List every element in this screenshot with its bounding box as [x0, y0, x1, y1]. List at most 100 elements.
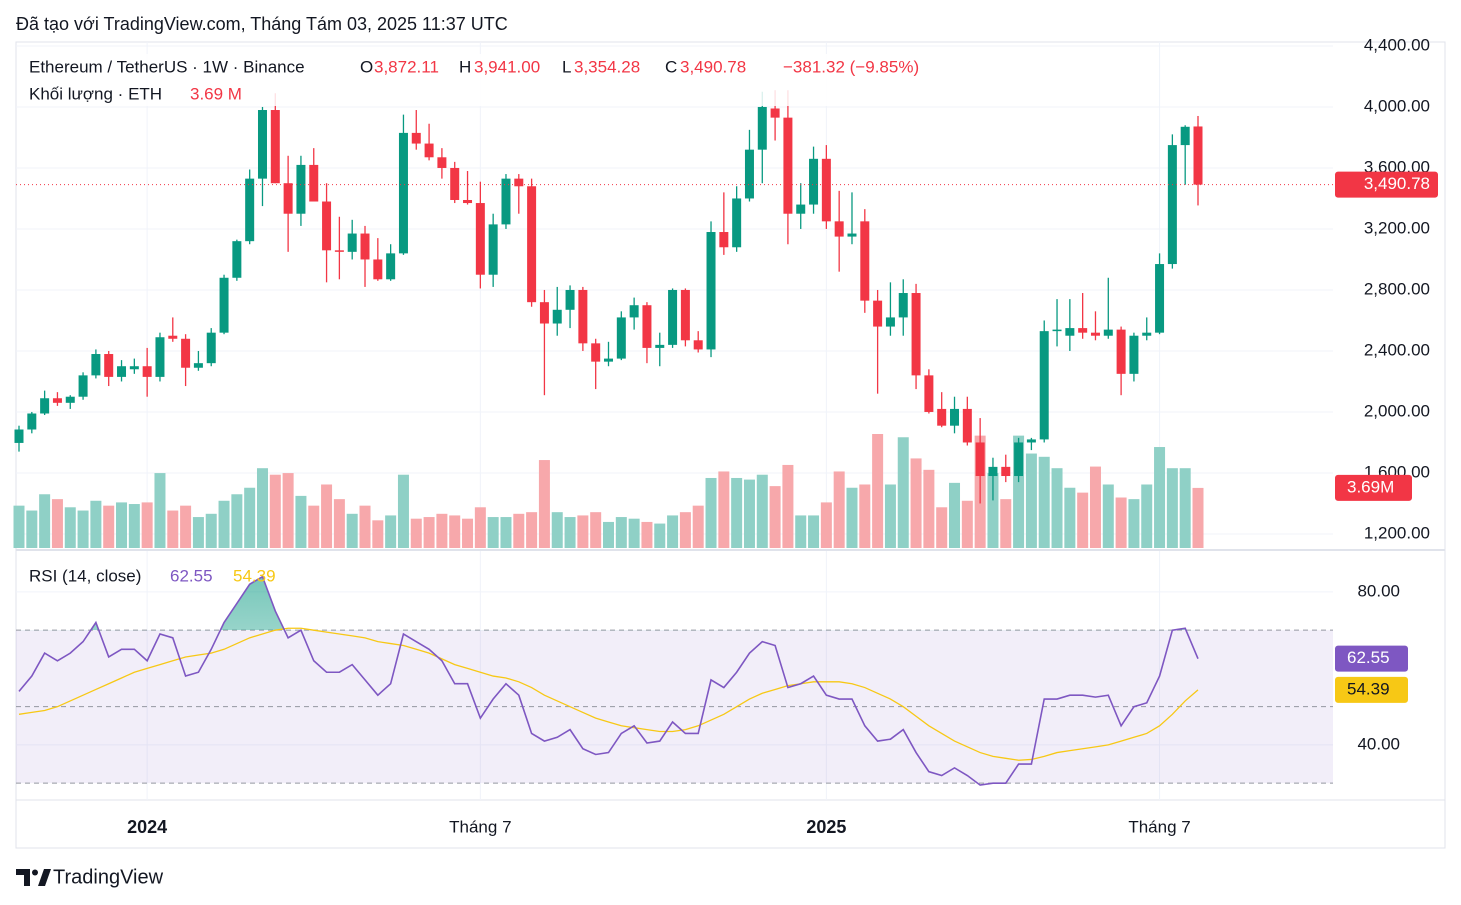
- volume-bar: [487, 517, 499, 548]
- candle-body: [655, 344, 665, 348]
- x-tick-label: Tháng 7: [449, 817, 511, 836]
- volume-bar: [474, 507, 486, 548]
- volume-bar: [1038, 456, 1050, 548]
- grid: [16, 42, 1333, 800]
- volume-bar: [256, 468, 268, 548]
- volume-bar: [321, 484, 333, 548]
- volume-bar: [1115, 497, 1127, 548]
- candle-body: [578, 289, 588, 344]
- x-tick-label: 2025: [806, 817, 846, 837]
- y-tick-label: 80.00: [1357, 581, 1400, 600]
- candle-body: [975, 442, 985, 477]
- candle-body: [642, 305, 652, 348]
- candle-body: [386, 253, 396, 280]
- volume-bar: [462, 518, 474, 548]
- candle-body: [424, 143, 434, 158]
- rsi-tag-label: 62.55: [1347, 648, 1390, 667]
- volume-bar: [910, 458, 922, 548]
- candle-body: [834, 221, 844, 237]
- volume-bar: [1077, 492, 1089, 548]
- candle-body: [219, 277, 229, 333]
- volume-layer: [13, 434, 1204, 548]
- volume-bar: [743, 479, 755, 548]
- candle-body: [514, 178, 524, 187]
- candle-body: [1078, 328, 1088, 333]
- candle-body: [629, 305, 639, 318]
- volume-bar: [308, 505, 320, 548]
- candle-body: [168, 335, 178, 339]
- candle-body: [911, 293, 921, 376]
- brand-name: TradingView: [53, 866, 164, 888]
- volume-bar: [564, 517, 576, 548]
- volume-bar: [1166, 468, 1178, 548]
- chart-frame: [15, 41, 1446, 849]
- volume-bar: [641, 521, 653, 548]
- volume-tag-label: 3.69M: [1347, 477, 1394, 496]
- price-tag-label: 3,490.78: [1364, 174, 1430, 193]
- candle-body: [142, 366, 152, 377]
- x-tick-label: 2024: [127, 817, 167, 837]
- volume-bar: [500, 517, 512, 548]
- candle-body: [950, 408, 960, 426]
- candle-body: [501, 178, 511, 225]
- candle-body: [1090, 332, 1100, 336]
- volume-bar: [820, 502, 832, 548]
- candle-body: [1065, 328, 1075, 336]
- volume-tag: [1335, 474, 1412, 501]
- volume-bar: [615, 517, 627, 548]
- candle-body: [437, 157, 447, 168]
- candle-body: [1167, 145, 1177, 265]
- volume-bar: [526, 512, 538, 548]
- volume-bar: [577, 515, 589, 548]
- candle-body: [924, 375, 934, 412]
- volume-bar: [180, 505, 192, 548]
- y-tick-label: 40.00: [1357, 734, 1400, 753]
- candle-body: [257, 110, 267, 179]
- candle-body: [1142, 332, 1152, 336]
- candle-body: [450, 167, 460, 200]
- ohlc-value: 3,872.11: [374, 57, 439, 76]
- candle-body: [988, 466, 998, 477]
- rsi-ma-line: [18, 627, 1199, 761]
- candle-body: [475, 203, 485, 275]
- candle-body: [398, 132, 408, 254]
- candle-body: [296, 164, 306, 214]
- volume-bar: [1179, 468, 1191, 548]
- tag-layer: 3.69M 3,490.78 62.55 54.39: [1335, 171, 1438, 703]
- volume-bar: [1102, 484, 1114, 548]
- candle-body: [873, 300, 883, 327]
- candle-body: [1052, 329, 1062, 332]
- symbol-title: Ethereum / TetherUS · 1W · Binance: [29, 57, 305, 76]
- y-tick-label: 3,200.00: [1364, 218, 1430, 237]
- candle-body: [193, 363, 203, 368]
- volume-bar: [436, 513, 448, 548]
- candle-body: [565, 289, 575, 310]
- candle-body: [347, 233, 357, 252]
- volume-bar: [359, 505, 371, 548]
- volume-bar: [410, 518, 422, 548]
- candle-body: [245, 178, 255, 242]
- y-tick-label: 1,200.00: [1364, 523, 1430, 542]
- volume-bar: [90, 500, 102, 548]
- volume-bar: [26, 510, 38, 548]
- candle-body: [885, 317, 895, 327]
- y-tick-label: 2,000.00: [1364, 401, 1430, 420]
- volume-bar: [628, 518, 640, 548]
- volume-bar: [795, 515, 807, 548]
- candle-body: [283, 183, 293, 214]
- rsi-ma-value: 54.39: [233, 566, 276, 585]
- y-tick-label: 4,000.00: [1364, 96, 1430, 115]
- volume-bar: [141, 502, 153, 548]
- candle-body: [309, 164, 319, 202]
- candle-body: [373, 259, 383, 280]
- volume-bar: [808, 515, 820, 548]
- brand-logo: [16, 869, 51, 886]
- volume-bar: [1141, 484, 1153, 548]
- price-tag: [1335, 171, 1438, 198]
- candle-body: [52, 398, 62, 403]
- volume-bar: [423, 517, 435, 548]
- volume-bar: [654, 523, 666, 548]
- volume-bar: [679, 512, 691, 548]
- candle-body: [591, 343, 601, 362]
